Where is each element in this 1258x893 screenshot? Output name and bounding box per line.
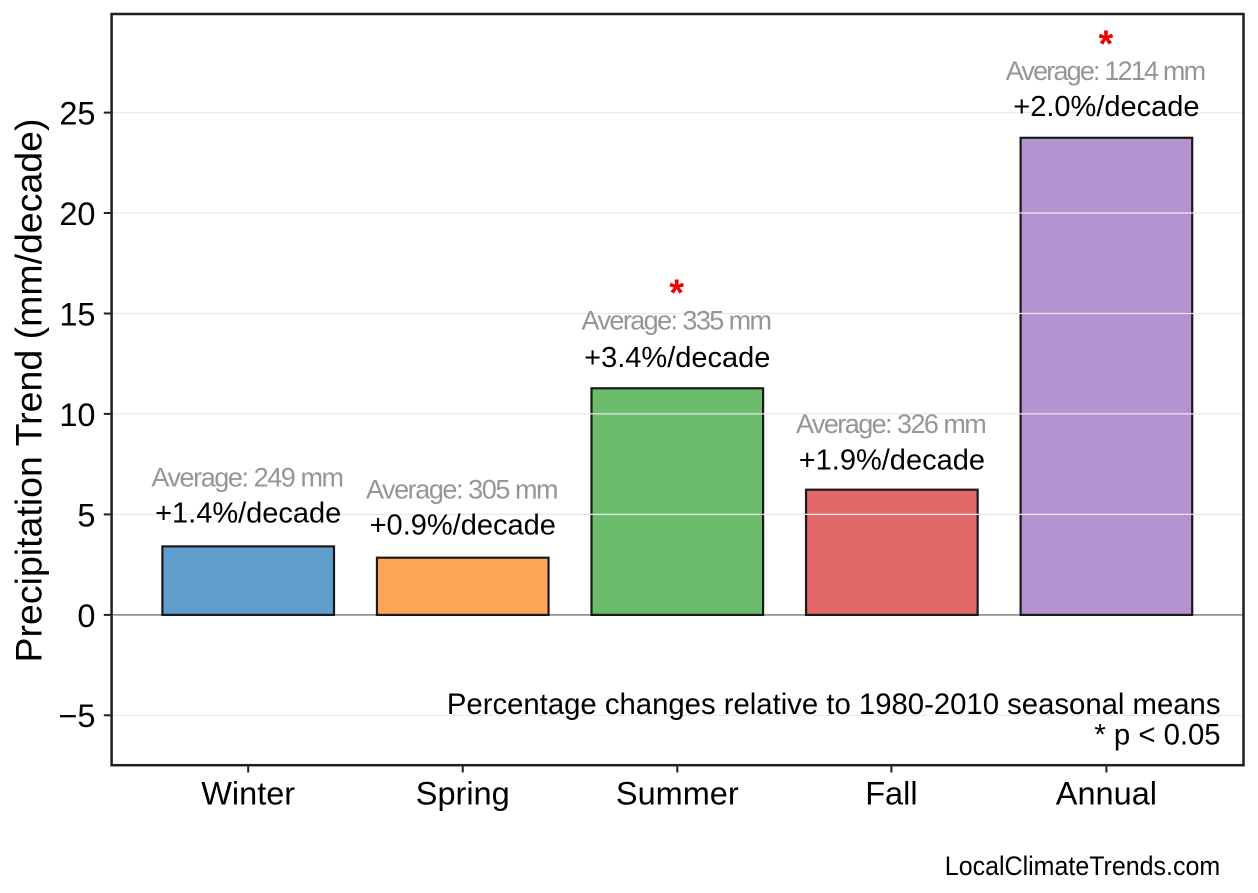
svg-text:Average: 326 mm: Average: 326 mm (796, 409, 987, 439)
svg-text:*: * (1099, 23, 1114, 65)
svg-text:−5: −5 (58, 698, 95, 734)
svg-text:Annual: Annual (1056, 776, 1157, 812)
svg-text:Winter: Winter (201, 776, 295, 812)
svg-text:Spring: Spring (416, 776, 510, 812)
svg-text:Fall: Fall (865, 776, 917, 812)
svg-text:10: 10 (59, 397, 95, 433)
svg-text:Percentage changes relative to: Percentage changes relative to 1980-2010… (447, 688, 1221, 721)
svg-text:20: 20 (59, 196, 95, 232)
svg-text:5: 5 (77, 497, 95, 533)
svg-text:*: * (669, 273, 684, 315)
svg-text:+0.9%/decade: +0.9%/decade (370, 510, 556, 542)
svg-text:Summer: Summer (616, 776, 739, 812)
svg-text:LocalClimateTrends.com: LocalClimateTrends.com (945, 851, 1220, 881)
svg-text:Average: 1214 mm: Average: 1214 mm (1006, 56, 1206, 86)
svg-text:+1.4%/decade: +1.4%/decade (155, 498, 341, 530)
svg-text:0: 0 (77, 598, 95, 634)
svg-text:+2.0%/decade: +2.0%/decade (1013, 91, 1199, 123)
svg-text:+1.9%/decade: +1.9%/decade (799, 445, 985, 477)
svg-text:+3.4%/decade: +3.4%/decade (584, 342, 770, 374)
svg-text:Average: 305 mm: Average: 305 mm (366, 475, 559, 505)
svg-text:25: 25 (59, 96, 95, 132)
svg-text:15: 15 (59, 296, 95, 332)
svg-text:Average: 249 mm: Average: 249 mm (151, 463, 344, 493)
svg-text:Average: 335 mm: Average: 335 mm (582, 306, 773, 336)
svg-text:Precipitation Trend (mm/decade: Precipitation Trend (mm/decade) (7, 119, 49, 663)
svg-text:* p < 0.05: * p < 0.05 (1094, 719, 1220, 752)
